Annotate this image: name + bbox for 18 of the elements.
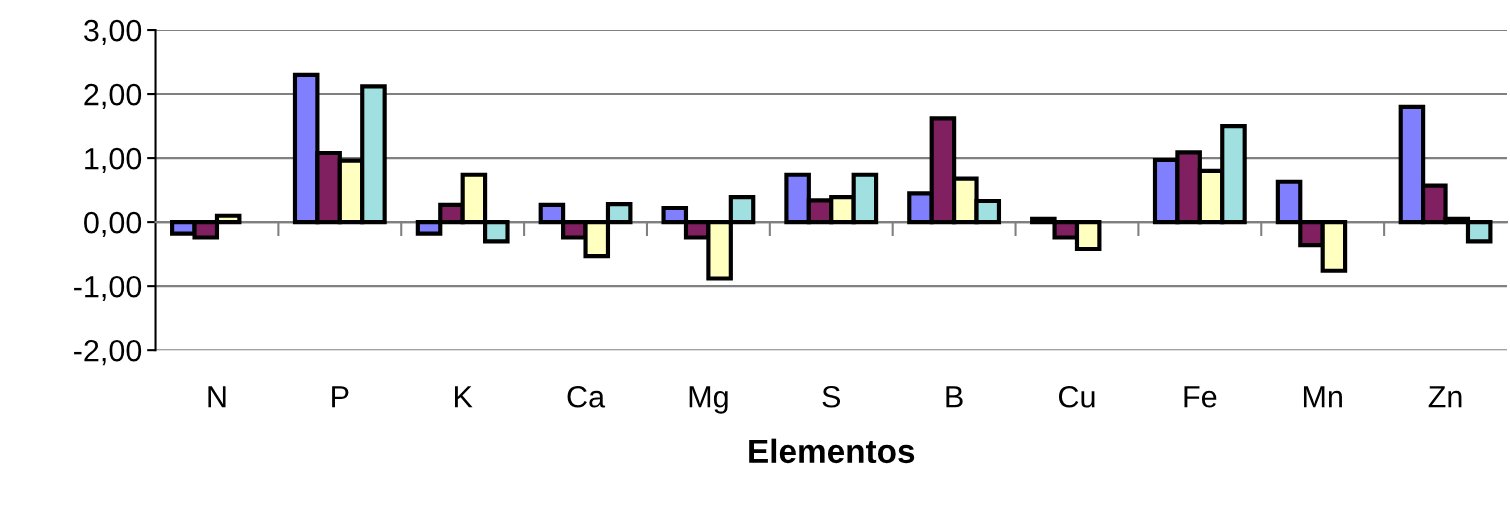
x-tick-label: B (946, 386, 963, 408)
x-tick-label: P (332, 386, 349, 408)
y-tick-label: -2,00 (74, 339, 142, 366)
y-tick-label: 2,00 (84, 83, 142, 110)
x-tick-label: Mn (1303, 386, 1342, 408)
x-axis-title: Elementos (749, 438, 915, 464)
x-tick-label: S (822, 385, 841, 408)
x-tick-label: Fe (1184, 386, 1217, 408)
y-tick-label: 0,00 (84, 211, 142, 238)
x-tick-label: Mg (689, 386, 728, 414)
x-tick-label: K (454, 386, 473, 408)
x-tick-label: N (208, 386, 226, 408)
y-tick-label: -1,00 (74, 275, 142, 302)
y-tick-label: 3,00 (84, 19, 142, 46)
x-tick-label: Zn (1428, 386, 1462, 408)
y-tick-label: 1,00 (85, 147, 142, 174)
x-tick-label: Ca (567, 385, 606, 408)
x-tick-label: Cu (1059, 385, 1095, 408)
